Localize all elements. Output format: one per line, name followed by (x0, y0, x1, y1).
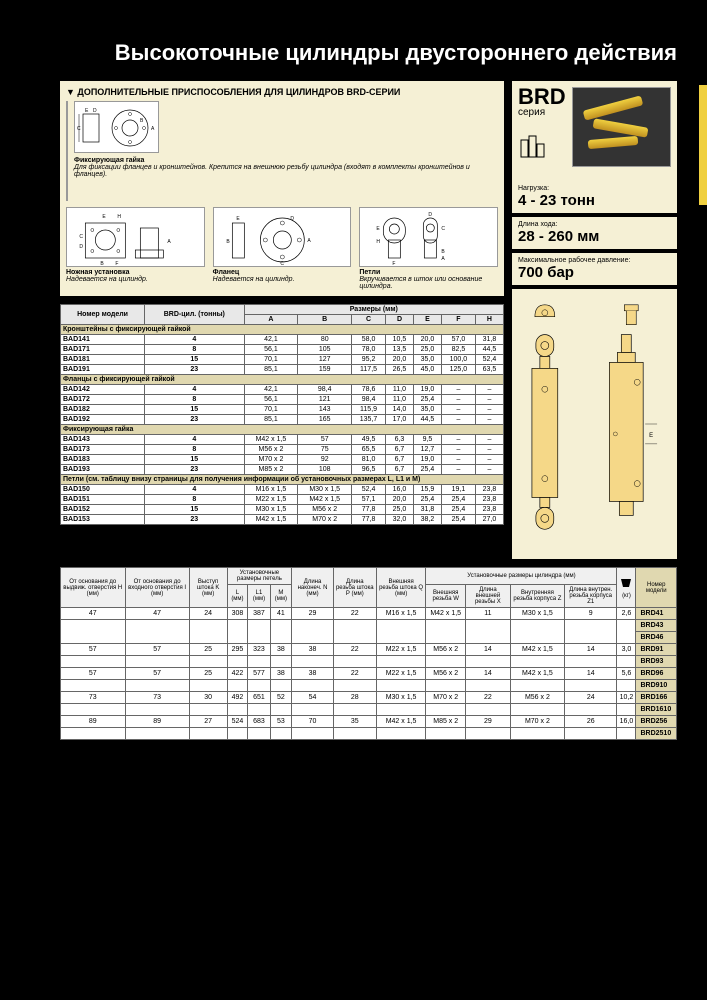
loop-item: E H F D C B A (359, 207, 498, 290)
svg-text:C: C (280, 261, 284, 267)
svg-text:F: F (393, 261, 396, 267)
svg-text:H: H (117, 214, 121, 220)
svg-text:E: E (236, 216, 240, 222)
svg-text:B: B (140, 118, 144, 124)
foot-diagram: E H C D B F A (66, 207, 205, 267)
svg-text:E: E (85, 108, 89, 114)
svg-text:E: E (102, 214, 106, 220)
brd-photo (572, 87, 671, 167)
svg-text:F: F (115, 261, 118, 267)
svg-text:D: D (79, 244, 83, 250)
series-name: BRD (518, 87, 566, 107)
svg-text:A: A (151, 126, 155, 132)
accessories-header: ▼ ДОПОЛНИТЕЛЬНЫЕ ПРИСПОСОБЛЕНИЯ ДЛЯ ЦИЛИ… (66, 87, 498, 97)
content-row: ▼ ДОПОЛНИТЕЛЬНЫЕ ПРИСПОСОБЛЕНИЯ ДЛЯ ЦИЛИ… (60, 81, 677, 559)
product-photo (66, 101, 68, 201)
svg-text:A: A (307, 238, 311, 244)
page: Высокоточные цилиндры двустороннего дейс… (0, 0, 707, 760)
svg-text:H: H (377, 239, 381, 245)
accessories-box: ▼ ДОПОЛНИТЕЛЬНЫЕ ПРИСПОСОБЛЕНИЯ ДЛЯ ЦИЛИ… (60, 81, 504, 296)
svg-text:C: C (77, 126, 81, 132)
left-column: ▼ ДОПОЛНИТЕЛЬНЫЕ ПРИСПОСОБЛЕНИЯ ДЛЯ ЦИЛИ… (60, 81, 504, 559)
svg-text:B: B (100, 261, 104, 267)
svg-text:E: E (377, 226, 381, 232)
svg-text:C: C (442, 226, 446, 232)
pressure-spec: Максимальное рабочее давление: 700 бар (512, 253, 677, 285)
svg-text:B: B (226, 239, 230, 245)
svg-text:A: A (442, 256, 446, 262)
page-title: Высокоточные цилиндры двустороннего дейс… (60, 40, 677, 66)
dimensions-table: От основания до выдвиж. отверстия H (мм)… (60, 567, 677, 740)
side-tab (699, 85, 707, 205)
svg-text:C: C (79, 234, 83, 240)
right-column: BRD серия Нагрузка: 4 - 23 тонн (512, 81, 677, 559)
svg-text:B: B (442, 249, 446, 255)
accessories-table: Номер модели BRD-цил. (тонны) Размеры (м… (60, 304, 504, 525)
svg-text:D: D (429, 212, 433, 218)
technical-diagram: E (512, 289, 677, 559)
svg-text:A: A (167, 239, 171, 245)
brd-header: BRD серия (512, 81, 677, 181)
nut-caption: Фиксирующая гайка Для фиксации фланцев и… (74, 157, 498, 178)
nut-diagram: C A B E D (74, 101, 159, 153)
foot-item: E H C D B F A Ножная установка (66, 207, 205, 290)
flange-diagram: E B A D C (213, 207, 352, 267)
stroke-spec: Длина хода: 28 - 260 мм (512, 217, 677, 249)
svg-text:D: D (290, 216, 294, 222)
diagrams-row: E H C D B F A Ножная установка (66, 207, 498, 290)
svg-text:D: D (93, 108, 97, 114)
product-row: C A B E D (66, 101, 498, 201)
flange-item: E B A D C (213, 207, 352, 290)
svg-text:E: E (649, 433, 653, 439)
load-spec: Нагрузка: 4 - 23 тонн (512, 181, 677, 213)
nut-diagram-col: C A B E D (74, 101, 498, 201)
loop-diagram: E H F D C B A (359, 207, 498, 267)
